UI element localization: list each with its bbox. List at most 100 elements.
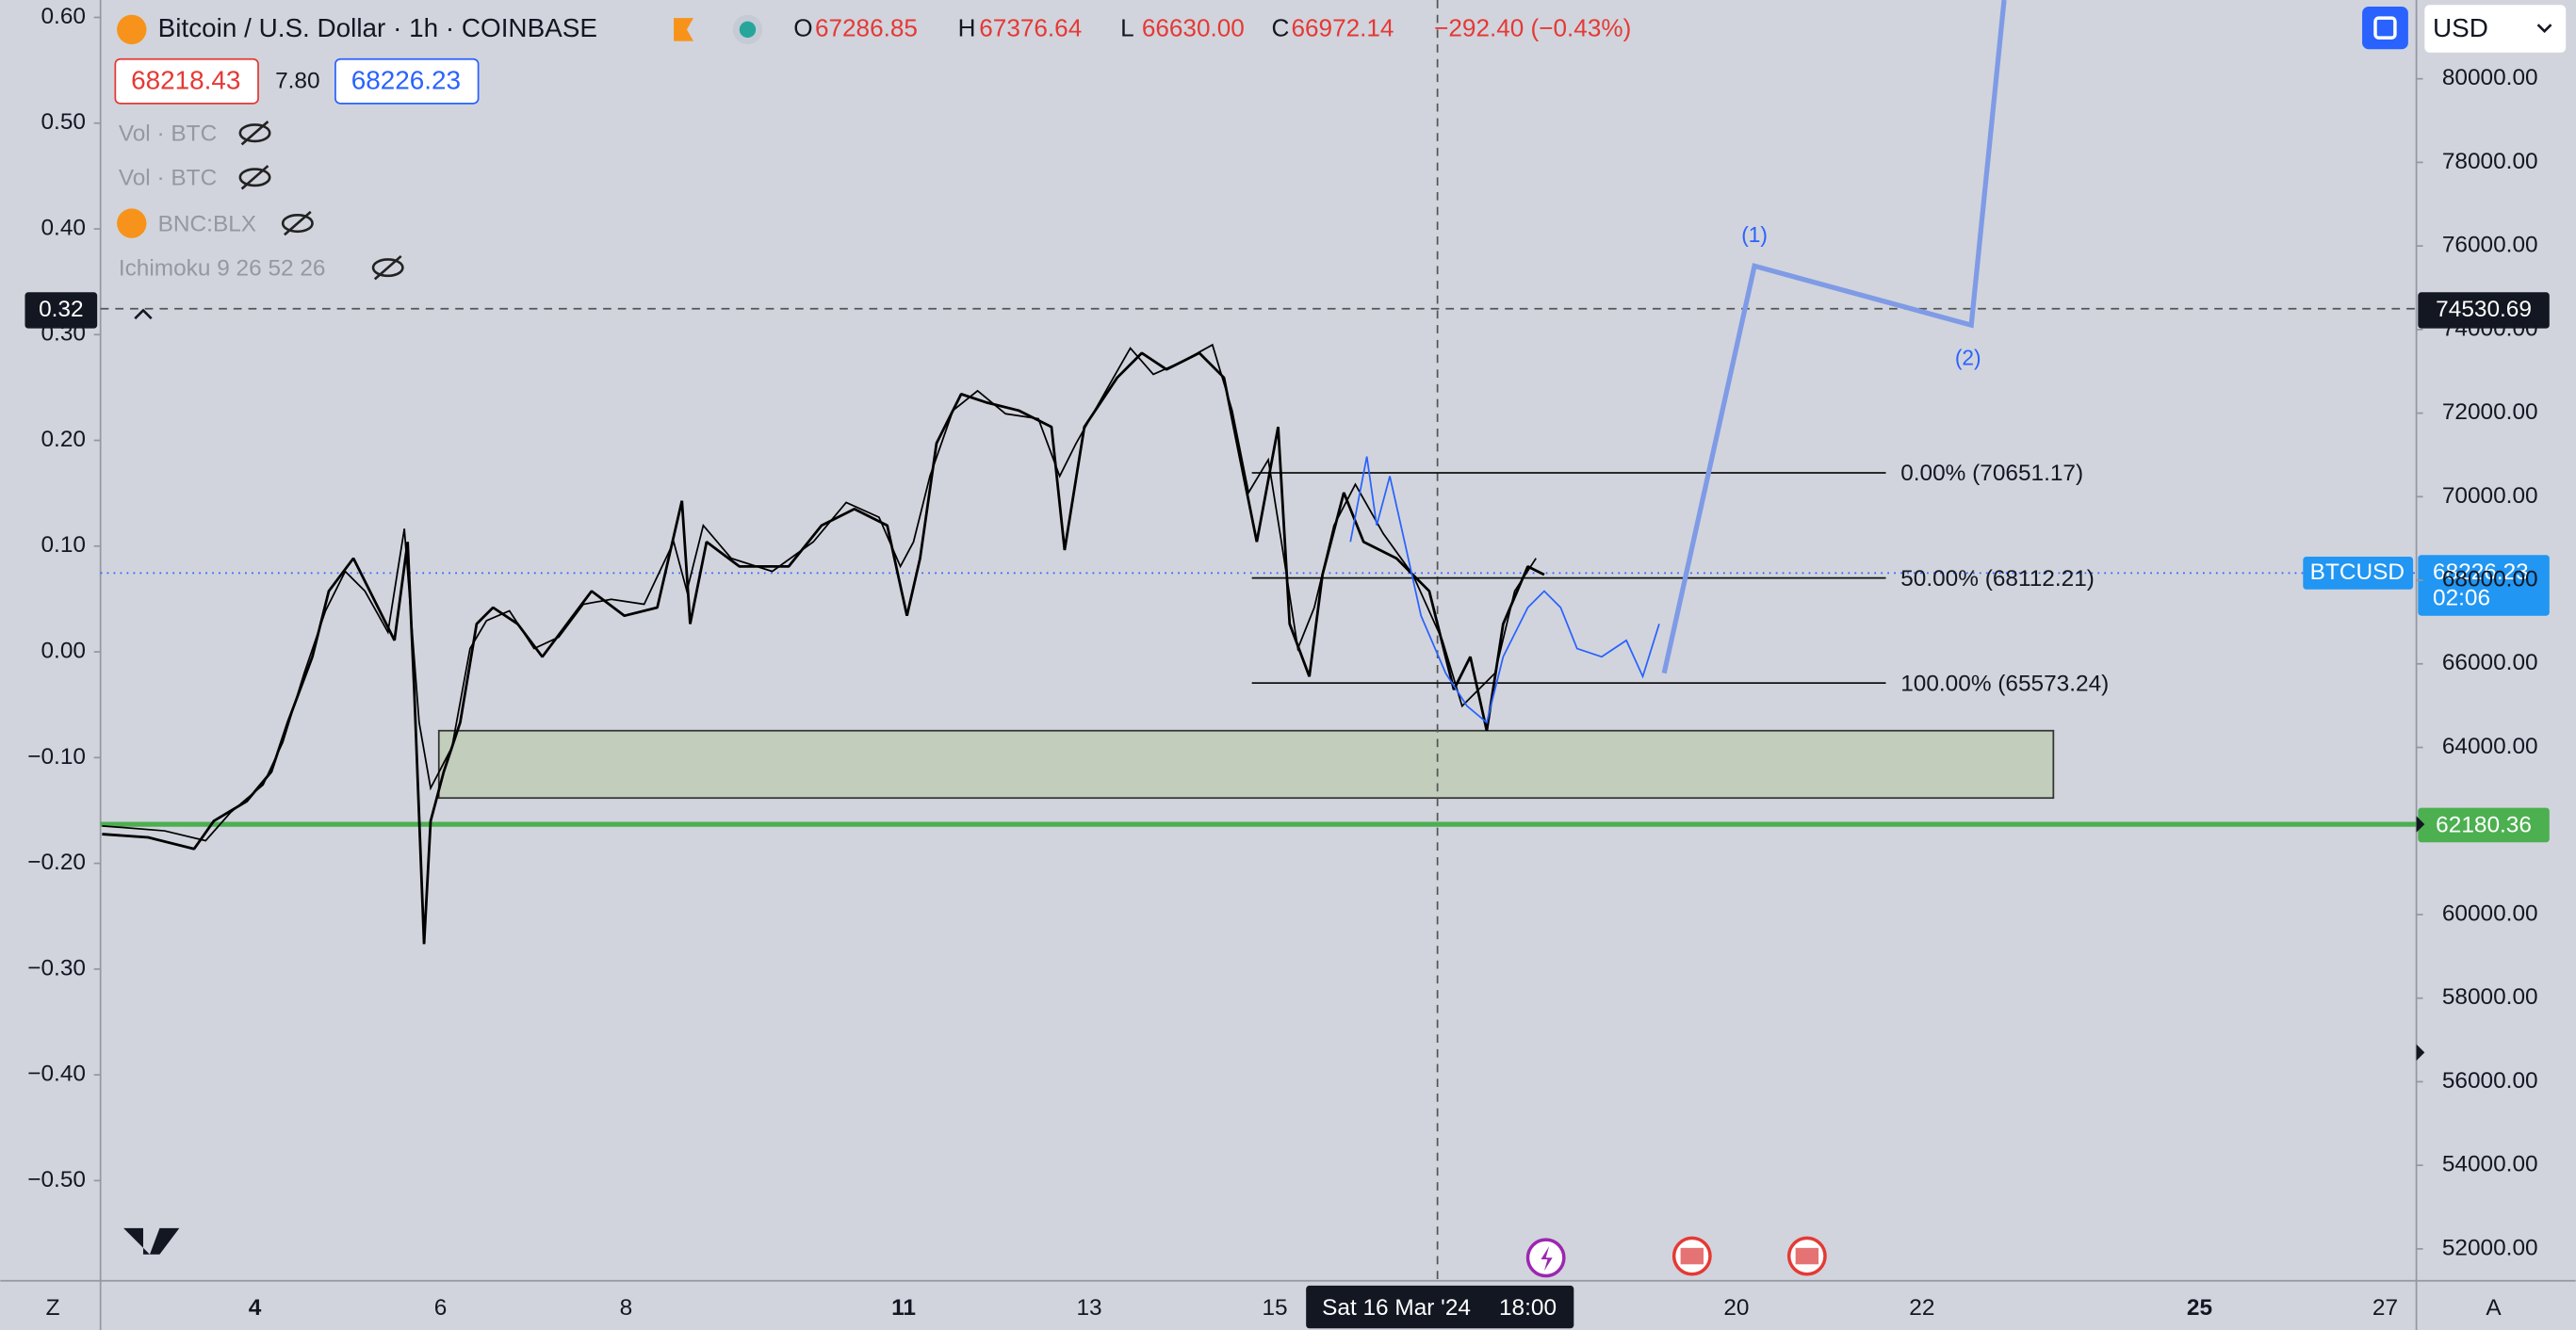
x-axis-label: A	[2486, 1295, 2502, 1321]
price-candles-wicks	[102, 343, 1537, 842]
indicator: Ichimoku 9 26 52 26	[119, 255, 326, 281]
left-axis-label: −0.10	[27, 744, 86, 770]
right-axis-label: 76000.00	[2442, 233, 2538, 258]
bid-box[interactable]	[114, 57, 259, 105]
event-icons[interactable]	[1525, 1236, 1827, 1278]
price-tag	[2418, 555, 2550, 616]
compare-button[interactable]	[2362, 6, 2408, 50]
crosshair-date: Sat 16 Mar '24	[1322, 1295, 1471, 1321]
elliott-wave	[1661, 0, 2007, 674]
left-axis-label: 0.30	[41, 321, 85, 347]
marker	[2416, 1044, 2425, 1062]
right-axis-label: 72000.00	[2442, 399, 2538, 425]
support-price: 62180.36	[2436, 812, 2532, 837]
ohlc-key: C	[1272, 13, 1290, 41]
change: −292.40 (−0.43%)	[1434, 13, 1631, 41]
compare-icon	[2373, 16, 2397, 40]
flag-icon	[674, 18, 693, 41]
crosshair-date-box	[1306, 1285, 1574, 1329]
marker	[2416, 816, 2425, 833]
countdown: 02:06	[2433, 586, 2490, 611]
left-axis-label: −0.30	[27, 955, 86, 981]
left-axis-label: −0.20	[27, 850, 86, 875]
left-axis-label: 0.40	[41, 215, 85, 240]
symbol-tag	[2303, 556, 2414, 590]
fib-label: 50.00% (68112.21)	[1900, 566, 2095, 592]
x-axis-label: 20	[1723, 1295, 1749, 1321]
indicator: BNC:BLX	[158, 211, 256, 236]
hide-icons[interactable]	[238, 121, 404, 281]
crosshair-time: 18:00	[1499, 1295, 1557, 1321]
x-axis-label: 6	[434, 1295, 448, 1321]
right-axis-label: 68000.00	[2442, 567, 2538, 592]
crosshair-right-box	[2418, 292, 2550, 329]
symbol-label: BTCUSD	[2310, 560, 2405, 585]
demand-zone	[437, 729, 2055, 800]
right-axis-label: 60000.00	[2442, 900, 2538, 926]
currency: USD	[2433, 13, 2488, 42]
right-axis-label: 66000.00	[2442, 650, 2538, 675]
ohlc-value: 66972.14	[1291, 13, 1394, 41]
chevron	[2536, 24, 2552, 33]
ohlc-key: O	[793, 13, 812, 41]
x-axis-label: 27	[2372, 1295, 2398, 1321]
x-axis-label: 11	[891, 1295, 916, 1321]
projection-path	[1349, 456, 1660, 724]
wave-label: (2)	[1955, 346, 1981, 370]
left-axis-label: 0.00	[41, 639, 85, 664]
left-axis-label: 0.50	[41, 109, 85, 135]
left-axis-label: −0.40	[27, 1062, 86, 1087]
btc-icon	[117, 208, 147, 238]
crosshair-left-box	[24, 292, 98, 329]
indicator: Vol · BTC	[119, 165, 217, 190]
x-axis-label: 15	[1262, 1295, 1287, 1321]
ohlc-key: H	[958, 13, 976, 41]
ohlc-key: L	[1120, 13, 1134, 41]
crosshair-right: 74530.69	[2436, 297, 2532, 322]
currency-select[interactable]	[2424, 5, 2567, 53]
x-axis-label: 13	[1077, 1295, 1102, 1321]
right-axis-label: 54000.00	[2442, 1152, 2538, 1177]
left-axis-label: 0.10	[41, 532, 85, 558]
crosshair-left: 0.32	[39, 297, 83, 322]
ohlc-value: 67376.64	[979, 13, 1082, 41]
x-axis-label: 4	[249, 1295, 262, 1321]
left-axis-label: 0.20	[41, 427, 85, 452]
left-axis-label: 0.60	[41, 4, 85, 29]
fib-label: 0.00% (70651.17)	[1900, 461, 2083, 486]
x-axis-label: Z	[46, 1295, 60, 1321]
last-price: 68226.23	[2433, 560, 2529, 585]
right-axis-label: 58000.00	[2442, 984, 2538, 1010]
right-axis-label: 78000.00	[2442, 149, 2538, 174]
symbol-title: Bitcoin / U.S. Dollar · 1h · COINBASE	[158, 13, 597, 42]
right-axis-label: 70000.00	[2442, 483, 2538, 509]
x-axis-label: 25	[2187, 1295, 2212, 1321]
x-axis-label: 22	[1909, 1295, 1934, 1321]
bid: 68218.43	[131, 66, 240, 95]
logo	[123, 1227, 180, 1255]
right-axis-label: 64000.00	[2442, 734, 2538, 759]
right-axis-label: 80000.00	[2442, 65, 2538, 90]
x-axis-label: 8	[620, 1295, 633, 1321]
btc-icon	[117, 14, 147, 45]
left-axis-label: −0.50	[27, 1167, 86, 1192]
ask-box[interactable]	[334, 57, 480, 105]
wave-label: (1)	[1741, 222, 1768, 247]
ohlc-value: 67286.85	[815, 13, 918, 41]
right-axis-label: 74000.00	[2442, 316, 2538, 341]
ohlc: O 67286.85 H 67376.64 L 66630.00 C 66972.14 −292…	[793, 13, 1631, 41]
spread: 7.80	[275, 69, 319, 94]
ohlc-value: 66630.00	[1142, 13, 1245, 41]
indicator: Vol · BTC	[119, 121, 217, 146]
ask: 68226.23	[351, 66, 461, 95]
right-axis-label: 56000.00	[2442, 1068, 2538, 1094]
price-candles	[102, 351, 1545, 945]
right-axis-label: 52000.00	[2442, 1235, 2538, 1260]
collapse-icon[interactable]	[134, 308, 153, 320]
status-dot	[739, 21, 757, 39]
support-tag	[2418, 807, 2550, 843]
fib-label: 100.00% (65573.24)	[1900, 671, 2109, 696]
